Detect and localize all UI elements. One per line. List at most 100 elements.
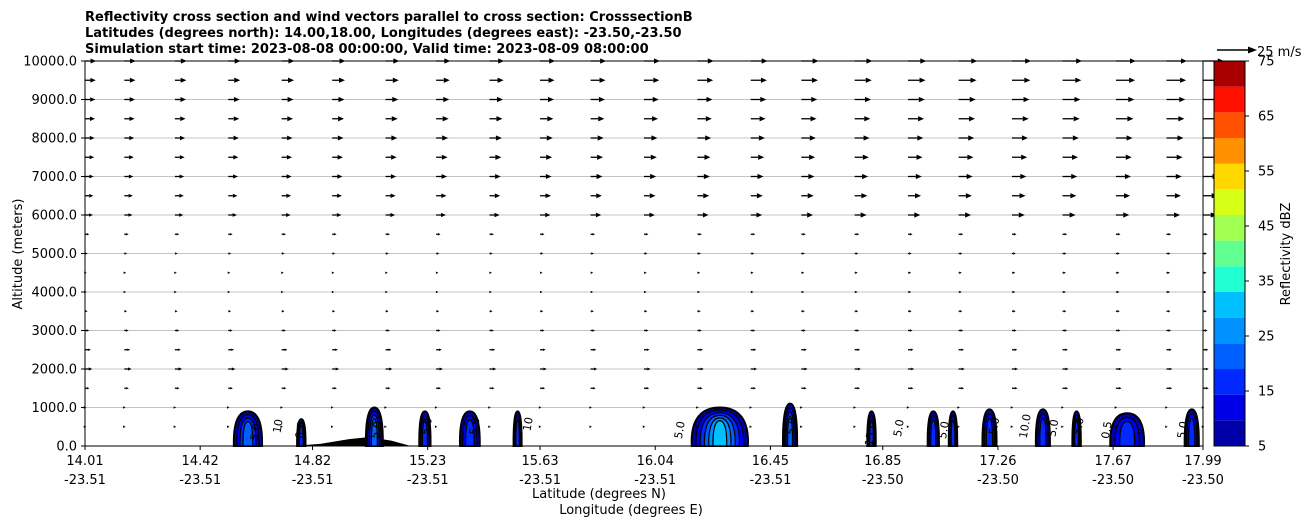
- wind-vector: [1166, 367, 1173, 371]
- wind-vector-head: [1174, 193, 1181, 199]
- wind-vector-head: [286, 213, 291, 217]
- wind-vector: [750, 135, 765, 141]
- colorbar-segment: [1214, 163, 1245, 190]
- wind-vector: [644, 173, 657, 180]
- colorbar-tick-label: 75: [1258, 55, 1275, 70]
- colorbar-segment: [1214, 86, 1245, 113]
- reflectivity-contour: [370, 418, 378, 447]
- wind-vector: [488, 425, 491, 429]
- wind-vector-head: [496, 116, 503, 122]
- reflectivity-cell: [458, 410, 481, 447]
- reflectivity-cells: [232, 402, 1200, 447]
- wind-vector: [227, 406, 230, 409]
- wind-vector-head: [591, 252, 594, 255]
- wind-vector: [384, 425, 387, 429]
- wind-vector-head: [969, 96, 976, 103]
- wind-vector: [801, 232, 806, 236]
- wind-vector: [958, 212, 972, 218]
- wind-vector: [1166, 96, 1186, 103]
- wind-vector: [749, 406, 753, 409]
- wind-vector-head: [592, 232, 596, 236]
- reflectivity-cell: [690, 406, 749, 447]
- wind-vector: [1115, 193, 1131, 199]
- wind-vector-head: [1205, 386, 1209, 390]
- wind-vector: [281, 116, 294, 122]
- wind-vector: [1115, 348, 1122, 352]
- wind-vector-head: [591, 309, 594, 313]
- wind-vector-head: [392, 96, 399, 103]
- colorbar-segment: [1214, 343, 1245, 369]
- contour-label: 5.0: [248, 422, 264, 441]
- wind-vector-head: [1024, 77, 1031, 83]
- x-tick-label-lat: 15.23: [409, 454, 446, 469]
- wind-vector: [385, 290, 388, 294]
- wind-vector-head: [335, 348, 338, 352]
- wind-vector: [697, 232, 702, 236]
- wind-vector: [644, 193, 656, 199]
- wind-vector: [331, 290, 335, 294]
- wind-vector-head: [330, 406, 334, 409]
- wind-vector: [174, 348, 181, 352]
- reflectivity-cell: [1034, 408, 1051, 447]
- wind-vector-head: [123, 290, 127, 294]
- wind-vector-head: [280, 425, 283, 429]
- wind-vector: [958, 193, 972, 199]
- wind-vector-head: [1174, 212, 1181, 218]
- wind-vector-head: [538, 406, 542, 409]
- wind-vector: [854, 329, 860, 332]
- wind-vector: [489, 252, 493, 255]
- wind-vector-head: [1063, 252, 1067, 255]
- wind-vector: [1011, 348, 1018, 352]
- wind-vector: [85, 116, 95, 121]
- x-tick-label-lon: -23.51: [519, 473, 561, 488]
- wind-vector-head: [1023, 96, 1030, 103]
- wind-vector-head: [233, 174, 238, 179]
- wind-vector-head: [1015, 367, 1019, 371]
- wind-vector-head: [1169, 386, 1173, 390]
- wind-vector-head: [129, 155, 134, 160]
- wind-vector: [331, 271, 335, 275]
- colorbar-frame: [1213, 60, 1246, 447]
- wind-vector: [697, 193, 710, 199]
- wind-vector-head: [384, 425, 387, 429]
- wind-vector: [1062, 367, 1069, 371]
- wind-vector: [590, 77, 606, 83]
- wind-vector-head: [644, 309, 648, 313]
- wind-vector: [281, 271, 284, 275]
- wind-vector-head: [1178, 116, 1185, 122]
- wind-vector: [801, 135, 816, 141]
- wind-vector: [332, 386, 337, 390]
- wind-vector: [281, 135, 293, 141]
- y-axis: 0.0 1000.0 2000.0 3000.0 4000.0 5000.0 6000.0 7…: [23, 55, 85, 455]
- wind-vector-head: [1179, 96, 1186, 103]
- x-axis: 14.01 -23.51 14.42 -23.51 14.82 -23.51 15.23 -2…: [64, 446, 1224, 488]
- contour-label: 10: [521, 416, 536, 432]
- colorbar-tick-label: 5: [1258, 440, 1266, 455]
- wind-vector: [124, 252, 128, 255]
- x-tick-label-lon: -23.51: [634, 473, 676, 488]
- wind-vector-head: [804, 367, 808, 371]
- wind-vector-head: [540, 290, 543, 294]
- wind-vector: [908, 96, 925, 103]
- wind-vector: [1011, 135, 1028, 141]
- wind-vector-head: [1012, 290, 1016, 294]
- wind-vector-head: [700, 348, 703, 352]
- reflectivity-contour: [1119, 420, 1136, 447]
- wind-vector: [281, 367, 289, 371]
- colorbar-tick-label: 65: [1258, 110, 1275, 125]
- wind-vector: [85, 174, 94, 179]
- wind-vector: [1115, 232, 1121, 236]
- wind-vector-head: [491, 329, 494, 332]
- wind-vector-head: [489, 271, 492, 275]
- wind-vector-head: [1167, 290, 1170, 294]
- wind-vector-head: [545, 173, 552, 180]
- x-tick-label-lon: -23.51: [64, 473, 106, 488]
- wind-vector: [124, 367, 132, 371]
- wind-vector: [590, 252, 594, 255]
- wind-vector-head: [1014, 386, 1018, 390]
- wind-vector: [228, 96, 240, 103]
- wind-vector: [385, 348, 392, 352]
- wind-vector-head: [751, 309, 755, 313]
- quiver-key-label: 25 m/s: [1257, 45, 1302, 60]
- wind-vector: [1011, 96, 1030, 103]
